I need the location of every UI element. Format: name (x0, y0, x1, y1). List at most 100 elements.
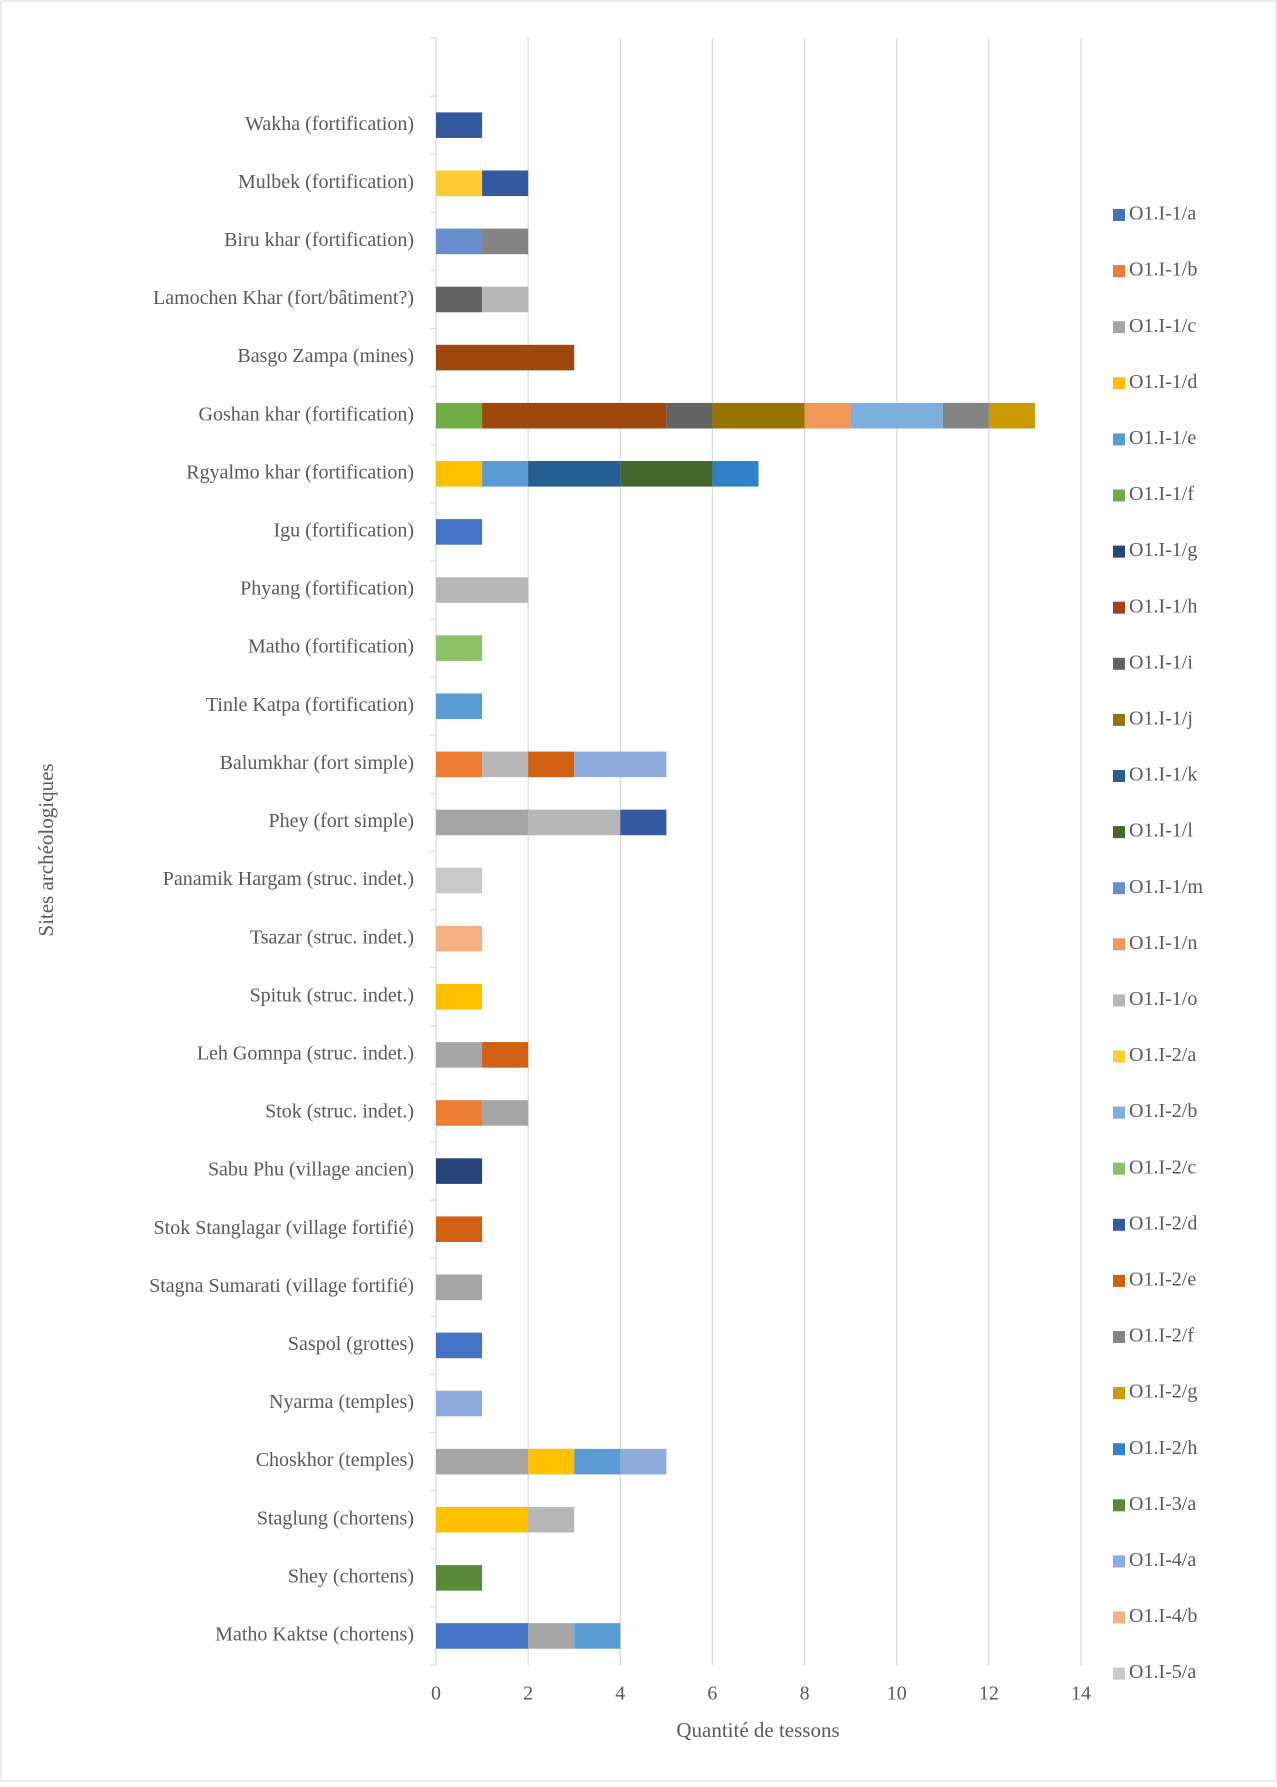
legend-swatch (1113, 1667, 1125, 1680)
bar-segment (436, 1565, 483, 1591)
y-tick-label: Staglung (chortens) (257, 1507, 414, 1529)
legend-label: O1.I-3/a (1129, 1493, 1196, 1515)
legend-swatch (1113, 1611, 1125, 1624)
bar-segment (574, 751, 667, 778)
bar-segment (436, 1100, 483, 1126)
bar-segment (436, 983, 483, 1010)
y-tick-label: Biru khar (fortification) (224, 229, 414, 251)
y-tick-label: Nyarma (temples) (269, 1391, 414, 1413)
legend-swatch (1113, 882, 1125, 895)
bar-segment (482, 751, 529, 778)
legend-swatch (1113, 657, 1125, 670)
legend-label: O1.I-2/a (1129, 1044, 1196, 1066)
legend-label: O1.I-2/h (1129, 1437, 1197, 1459)
x-axis-title: Quantité de tessons (676, 1718, 839, 1742)
y-tick-label: Stok (struc. indet.) (265, 1101, 414, 1123)
bar-segment (436, 1623, 529, 1649)
legend-label: O1.I-1/f (1129, 483, 1194, 505)
legend-label: O1.I-1/k (1129, 764, 1197, 786)
bar-segment (574, 1448, 621, 1475)
y-tick-label: Rgyalmo khar (fortification) (186, 461, 414, 483)
y-tick-label: Choskhor (temples) (256, 1449, 414, 1471)
legend-swatch (1113, 321, 1125, 334)
y-tick-label: Shey (chortens) (288, 1565, 414, 1587)
y-tick-label: Spituk (struc. indet.) (250, 984, 414, 1006)
x-tick-label: 8 (800, 1683, 810, 1705)
legend-swatch (1113, 1555, 1125, 1568)
y-tick-label: Sabu Phu (village ancien) (208, 1159, 414, 1181)
bar-segment (528, 1623, 575, 1649)
y-tick-label: Balumkhar (fort simple) (220, 752, 414, 774)
legend-label: O1.I-1/j (1129, 707, 1193, 729)
y-tick-label: Igu (fortification) (274, 520, 415, 542)
legend-label: O1.I-1/m (1129, 876, 1203, 898)
bar-segment (942, 402, 989, 429)
bar-segment (436, 809, 529, 836)
legend-swatch (1113, 377, 1125, 390)
legend-swatch (1113, 1499, 1125, 1512)
legend-label: O1.I-2/f (1129, 1325, 1194, 1347)
legend-label: O1.I-1/h (1129, 595, 1197, 617)
legend-label: O1.I-2/c (1129, 1156, 1196, 1178)
y-tick-label: Lamochen Khar (fort/bâtiment?) (153, 287, 414, 309)
bar-segment (436, 1332, 483, 1359)
bar-segment (528, 1506, 575, 1533)
bar-segment (528, 809, 621, 836)
bar-segment (436, 1506, 529, 1533)
bar-segment (482, 402, 667, 429)
bar-segment (482, 1042, 529, 1068)
bar-segment (436, 112, 483, 138)
y-tick-label: Wakha (fortification) (245, 113, 414, 135)
legend-label: O1.I-1/e (1129, 427, 1196, 449)
bar-segment (436, 577, 529, 603)
legend-label: O1.I-2/g (1129, 1381, 1197, 1403)
y-tick-label: Tinle Katpa (fortification) (206, 694, 414, 716)
x-tick-label: 12 (979, 1683, 999, 1705)
bar-segment (436, 344, 575, 371)
y-axis-title: Sites archéologiques (34, 763, 58, 936)
y-tick-label: Panamik Hargam (struc. indet.) (163, 868, 414, 890)
legend-label: O1.I-2/e (1129, 1268, 1196, 1290)
bar-segment (528, 461, 621, 487)
legend-label: O1.I-4/a (1129, 1549, 1196, 1571)
bar-segment (620, 1448, 667, 1475)
bar-segment (482, 1100, 529, 1126)
legend-label: O1.I-5/a (1129, 1661, 1196, 1683)
x-tick-label: 14 (1071, 1683, 1091, 1705)
legend-swatch (1113, 1387, 1125, 1400)
legend-swatch (1113, 433, 1125, 446)
bar-segment (436, 693, 483, 720)
legend-label: O1.I-1/d (1129, 371, 1197, 393)
bar-segment (436, 228, 483, 255)
bar-segment (574, 1623, 621, 1649)
legend-label: O1.I-1/a (1129, 203, 1196, 225)
legend-label: O1.I-1/c (1129, 315, 1196, 337)
y-tick-label: Stagna Sumarati (village fortifié) (149, 1275, 414, 1297)
legend-swatch (1113, 601, 1125, 614)
bar-segment (850, 402, 943, 429)
legend-swatch (1113, 1443, 1125, 1456)
legend-label: O1.I-1/n (1129, 932, 1197, 954)
bar-segment (482, 286, 529, 313)
y-tick-label: Matho Kaktse (chortens) (215, 1624, 414, 1646)
legend-label: O1.I-1/i (1129, 651, 1193, 673)
legend-label: O1.I-4/b (1129, 1605, 1197, 1627)
x-tick-label: 2 (523, 1683, 533, 1705)
bar-segment (436, 635, 483, 661)
legend-swatch (1113, 1162, 1125, 1175)
bar-segment (528, 751, 575, 778)
legend-swatch (1113, 1331, 1125, 1343)
legend-swatch (1113, 994, 1125, 1007)
y-tick-label: Basgo Zampa (mines) (237, 345, 414, 367)
legend-swatch (1113, 826, 1125, 839)
legend-swatch (1113, 1218, 1125, 1231)
bar-segment (988, 402, 1035, 429)
legend-swatch (1113, 545, 1125, 558)
bar-segment (436, 1448, 529, 1475)
bar-segment (436, 170, 483, 197)
legend-label: O1.I-1/g (1129, 539, 1197, 561)
bar-segment (436, 461, 483, 487)
bar-segment (436, 286, 483, 313)
bar-segment (436, 867, 483, 894)
